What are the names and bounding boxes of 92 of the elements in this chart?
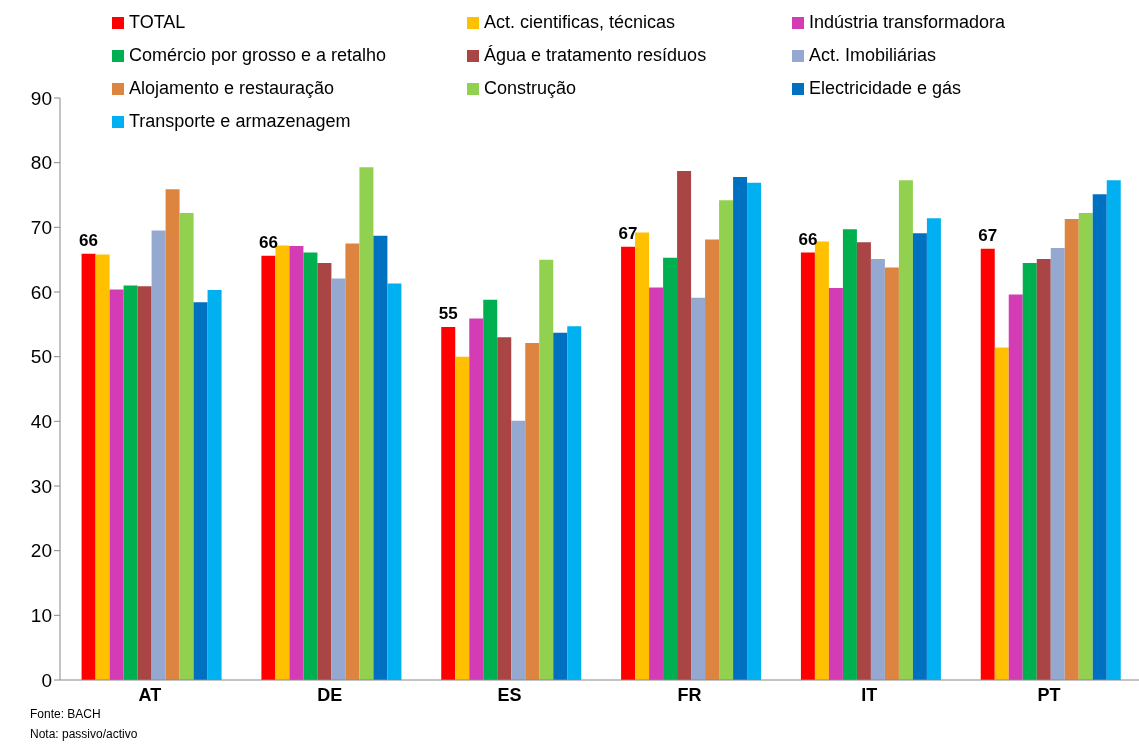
bar [1022,262,1037,680]
bar [179,213,194,680]
bar [926,218,941,680]
bar [109,289,124,680]
y-tick-label: 70 [30,217,52,239]
y-tick-label: 0 [41,669,52,691]
bar [980,248,995,680]
x-tick-label: AT [138,684,162,705]
bar [677,171,692,680]
bar [898,180,913,680]
bar [441,326,456,680]
legend-label: TOTAL [129,12,186,33]
data-label: 55 [438,303,458,323]
bar [289,246,304,680]
legend-label: Indústria transformadora [809,12,1006,33]
text: Nota: passivo/activo [30,727,138,741]
bar [151,230,166,680]
bar [994,347,1009,680]
bar [800,252,815,680]
bar [705,239,720,680]
bar [95,254,110,680]
bar [1036,259,1051,680]
bar [828,288,843,680]
data-label: 66 [798,229,818,249]
x-tick-label: DE [317,684,343,705]
data-label: 67 [618,223,638,243]
bar [455,356,470,680]
y-tick-label: 30 [30,475,52,497]
bar [1092,194,1107,680]
bar [137,286,152,680]
bar [261,255,276,680]
y-tick-label: 40 [30,411,52,433]
bar [1106,180,1121,680]
bar [870,259,885,680]
bar [317,262,332,680]
x-tick-label: IT [861,684,878,705]
legend-label: Água e tratamento resíduos [484,45,707,66]
bar [747,182,762,680]
bar [331,278,346,680]
y-tick-label: 60 [30,281,52,303]
y-tick-label: 80 [30,152,52,174]
legend-label: Act. Imobiliárias [809,45,937,66]
legend-label: Alojamento e restauração [129,78,335,99]
y-tick-label: 20 [30,540,52,562]
bar [497,337,512,680]
bar [165,189,180,680]
legend-label: Electricidade e gás [809,78,962,99]
bar [359,167,374,680]
legend-label: Comércio por grosso e a retalho [129,45,387,66]
x-tick-label: FR [677,684,702,705]
bar [539,259,554,680]
legend-label: Construção [484,78,577,99]
legend-label: Transporte e armazenagem [129,111,351,132]
bar [373,235,388,680]
bar [469,318,484,680]
bar [207,290,222,680]
x-tick-label: PT [1037,684,1061,705]
bar [719,200,734,680]
data-label: 66 [79,230,99,250]
bar [856,242,871,680]
bar [303,252,318,680]
bar [525,343,540,680]
bar [649,287,664,680]
bar [483,299,498,680]
x-tick-label: ES [497,684,522,705]
bar [733,176,748,680]
y-tick-label: 10 [30,605,52,627]
bar [567,326,582,680]
bar [81,253,96,680]
bar [842,229,857,680]
bar [1008,294,1023,680]
bar [193,302,208,680]
bar [635,232,650,680]
bar [1078,213,1093,680]
bar [884,267,899,680]
bar [123,285,138,680]
bar [663,257,678,680]
bar [387,283,402,680]
bar [511,420,526,680]
bar [691,297,706,680]
bar [553,332,568,680]
source-note: Fonte: BACH [30,707,101,721]
bar [621,246,636,680]
data-label: 66 [258,232,278,252]
legend-label: Act. cientificas, técnicas [484,12,676,33]
bar [912,233,927,680]
y-tick-label: 50 [30,346,52,368]
bar [1064,218,1079,680]
bar [1050,248,1065,680]
data-label: 67 [978,225,998,245]
bar [345,243,360,680]
y-tick-label: 90 [30,87,52,109]
